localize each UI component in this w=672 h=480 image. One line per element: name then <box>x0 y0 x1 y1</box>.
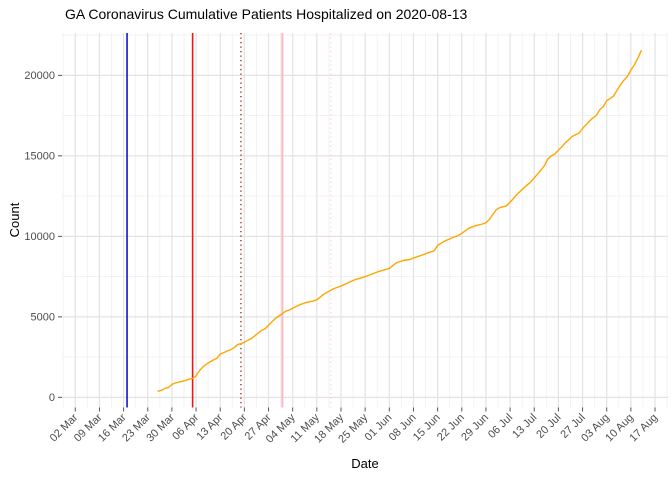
y-axis-tick-labels: 0 5000 10000 15000 20000 <box>24 70 55 404</box>
x-tick-label: 29 Jun <box>459 412 491 444</box>
data-series <box>157 50 642 392</box>
reference-vlines <box>126 33 332 408</box>
x-tick-label: 13 Jul <box>510 412 539 441</box>
x-tick-label: 20 Jul <box>534 412 563 441</box>
x-axis-title: Date <box>351 456 379 471</box>
x-tick-label: 13 Apr <box>194 411 225 442</box>
x-tick-label: 20 Apr <box>219 411 250 442</box>
y-tick-label: 0 <box>49 392 55 404</box>
axis-ticks <box>58 74 656 412</box>
y-tick-label: 5000 <box>31 312 55 324</box>
y-tick-label: 15000 <box>24 151 55 163</box>
series-line-cumulative-patients-hospitalized <box>157 50 642 392</box>
x-tick-label: 06 Jul <box>486 412 515 441</box>
y-tick-label: 20000 <box>24 70 55 82</box>
x-tick-label: 30 Mar <box>144 411 177 444</box>
chart-title: GA Coronavirus Cumulative Patients Hospi… <box>65 6 468 22</box>
x-tick-label: 06 Apr <box>170 411 201 442</box>
y-tick-label: 10000 <box>24 231 55 243</box>
gridlines-major <box>62 33 668 408</box>
y-axis-title: Count <box>7 202 22 238</box>
